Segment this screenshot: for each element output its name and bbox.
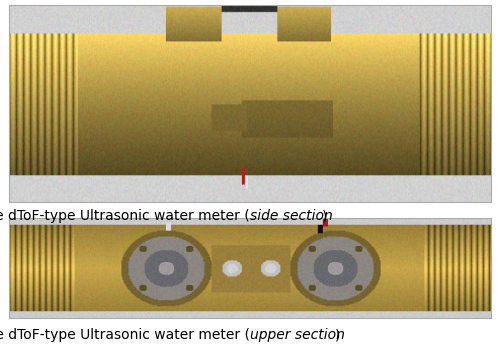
Text: ): ) [322,209,328,223]
Text: (a) The dToF-type Ultrasonic water meter (: (a) The dToF-type Ultrasonic water meter… [0,209,250,223]
Text: upper section: upper section [250,328,345,342]
Text: ): ) [334,328,340,342]
Text: side section: side section [250,209,333,223]
Text: (b) The dToF-type Ultrasonic water meter (: (b) The dToF-type Ultrasonic water meter… [0,328,250,342]
